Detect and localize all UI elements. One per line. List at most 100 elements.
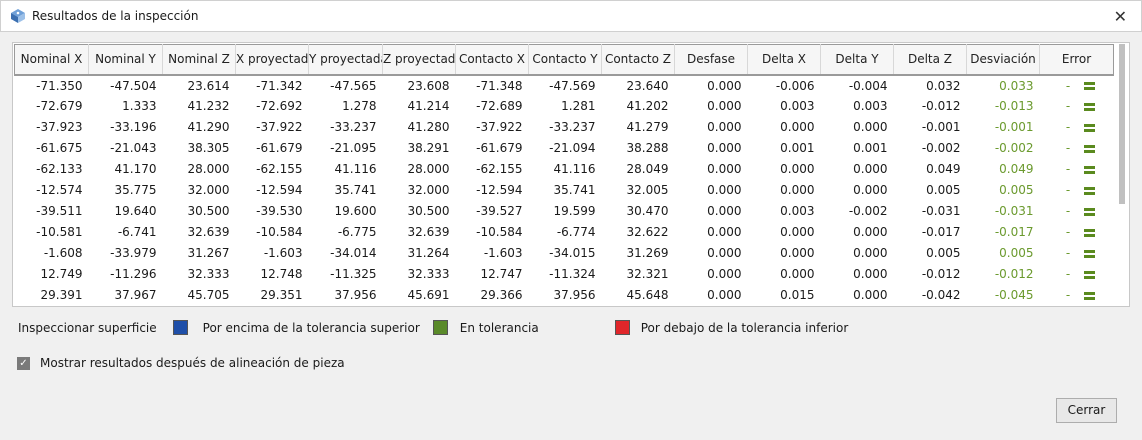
table-cell: 41.170 xyxy=(114,162,157,176)
table-row[interactable]: 29.391 37.967 45.705 29.351 37.956 45.691 29.3… xyxy=(15,285,1114,306)
table-cell: -37.922 xyxy=(256,120,303,134)
column-header[interactable]: Error xyxy=(1039,44,1114,76)
table-cell: -34.014 xyxy=(330,246,377,260)
table-cell: 0.000 xyxy=(707,183,742,197)
table-cell: -0.006 xyxy=(775,78,815,93)
table-row[interactable]: -12.574 35.775 32.000 -12.594 35.741 32.000 -1… xyxy=(15,180,1114,201)
table-cell: 38.305 xyxy=(187,141,230,155)
table-cell: - xyxy=(1040,285,1114,306)
table-cell: -6.775 xyxy=(337,225,377,239)
status-equal-icon xyxy=(1084,207,1096,216)
table-cell: -61.675 xyxy=(36,141,83,155)
column-header[interactable]: Contacto Y xyxy=(528,44,602,76)
column-header[interactable]: Z proyectada xyxy=(382,44,456,76)
table-cell: 0.000 xyxy=(780,162,815,176)
table-cell: -39.511 xyxy=(36,204,83,218)
table-cell: 30.470 xyxy=(626,204,669,218)
legend-label: Inspeccionar superficie xyxy=(18,320,157,335)
table-cell: 35.775 xyxy=(114,183,157,197)
table-cell: -47.569 xyxy=(549,78,596,93)
table-cell: -33.979 xyxy=(110,246,157,260)
column-header[interactable]: Contacto Z xyxy=(601,44,675,76)
table-cell: 29.366 xyxy=(480,288,523,302)
column-header[interactable]: Desfase xyxy=(674,44,748,76)
table-cell: -37.923 xyxy=(36,120,83,134)
table-cell: 29.391 xyxy=(40,288,83,302)
table-cell: -0.012 xyxy=(921,267,961,281)
table-cell: -11.324 xyxy=(549,267,596,281)
table-cell: 0.000 xyxy=(780,183,815,197)
table-cell: - xyxy=(1040,117,1114,138)
scrollbar-thumb[interactable] xyxy=(1119,44,1125,204)
table-cell: 0.000 xyxy=(707,141,742,155)
column-header[interactable]: Delta Y xyxy=(820,44,894,76)
table-row[interactable]: -72.679 1.333 41.232 -72.692 1.278 41.214 -72.… xyxy=(15,96,1114,117)
table-row[interactable]: -62.133 41.170 28.000 -62.155 41.116 28.000 -6… xyxy=(15,159,1114,180)
table-row[interactable]: -37.923 -33.196 41.290 -37.922 -33.237 41.280… xyxy=(15,117,1114,138)
table-cell: 12.749 xyxy=(40,267,83,281)
column-header[interactable]: Y proyectada xyxy=(308,44,383,76)
table-cell: 31.267 xyxy=(187,246,230,260)
table-cell: -0.045 xyxy=(994,288,1034,302)
table-cell: 0.000 xyxy=(853,288,888,302)
vertical-scrollbar[interactable] xyxy=(1118,44,1126,306)
table-cell: 23.608 xyxy=(407,78,450,93)
close-icon[interactable]: ✕ xyxy=(1113,7,1127,26)
table-cell: -1.608 xyxy=(43,246,83,260)
table-row[interactable]: -10.581 -6.741 32.639 -10.584 -6.775 32.639 -1… xyxy=(15,222,1114,243)
table-row[interactable]: -39.511 19.640 30.500 -39.530 19.600 30.500 -3… xyxy=(15,201,1114,222)
table-cell: 12.747 xyxy=(480,267,523,281)
table-cell: 0.000 xyxy=(780,267,815,281)
status-equal-icon xyxy=(1084,249,1096,258)
table-cell: -0.017 xyxy=(921,225,961,239)
table-cell: 45.691 xyxy=(407,288,450,302)
table-cell: 1.278 xyxy=(342,99,377,113)
table-cell: 0.000 xyxy=(780,225,815,239)
column-header[interactable]: Nominal X xyxy=(14,44,89,76)
above-tolerance-label: Por encima de la tolerancia superior xyxy=(202,320,420,335)
table-cell: 28.049 xyxy=(626,162,669,176)
table-cell: 0.000 xyxy=(780,120,815,134)
table-cell: -62.133 xyxy=(36,162,83,176)
checkmark-icon[interactable]: ✓ xyxy=(17,356,30,370)
table-cell: -1.603 xyxy=(263,246,303,260)
table-cell: 41.202 xyxy=(626,99,669,113)
table-cell: -10.584 xyxy=(476,225,523,239)
table-cell: 0.000 xyxy=(707,78,742,93)
inspection-icon xyxy=(11,9,25,23)
table-cell: 32.639 xyxy=(187,225,230,239)
status-equal-icon xyxy=(1084,82,1096,90)
table-cell: 0.000 xyxy=(707,288,742,302)
table-cell: 37.956 xyxy=(334,288,377,302)
table-cell: -71.342 xyxy=(256,78,303,93)
table-cell: -62.155 xyxy=(256,162,303,176)
status-equal-icon xyxy=(1084,144,1096,153)
table-cell: -6.774 xyxy=(556,225,596,239)
table-cell: -33.237 xyxy=(549,120,596,134)
table-row[interactable]: -61.675 -21.043 38.305 -61.679 -21.095 38.291… xyxy=(15,138,1114,159)
column-header[interactable]: Desviación xyxy=(966,44,1040,76)
table-cell: -11.325 xyxy=(330,267,377,281)
status-equal-icon xyxy=(1084,270,1096,279)
column-header[interactable]: X proyectada xyxy=(235,44,309,76)
table-row[interactable]: 12.749 -11.296 32.333 12.748 -11.325 32.333 12… xyxy=(15,264,1114,285)
column-header[interactable]: Nominal Z xyxy=(162,44,236,76)
column-header[interactable]: Delta X xyxy=(747,44,821,76)
error-value: - xyxy=(1065,162,1071,176)
table-cell: 45.648 xyxy=(626,288,669,302)
close-button[interactable]: Cerrar xyxy=(1056,398,1117,423)
column-header[interactable]: Delta Z xyxy=(893,44,967,76)
above-tolerance-swatch xyxy=(172,320,188,335)
table-row[interactable]: -1.608 -33.979 31.267 -1.603 -34.014 31.264 -1… xyxy=(15,243,1114,264)
table-cell: 32.639 xyxy=(407,225,450,239)
table-cell: 32.000 xyxy=(187,183,230,197)
table-row[interactable]: -71.350 -47.504 23.614 -71.342 -47.565 23.608… xyxy=(15,75,1114,96)
table-cell: -10.581 xyxy=(36,225,83,239)
show-after-alignment-checkbox[interactable]: ✓ Mostrar resultados después de alineaci… xyxy=(17,356,345,370)
error-value: - xyxy=(1065,183,1071,197)
table-cell: -1.603 xyxy=(483,246,523,260)
table-cell: -0.013 xyxy=(994,99,1034,113)
column-header[interactable]: Nominal Y xyxy=(88,44,163,76)
table-cell: 12.748 xyxy=(260,267,303,281)
column-header[interactable]: Contacto X xyxy=(455,44,529,76)
